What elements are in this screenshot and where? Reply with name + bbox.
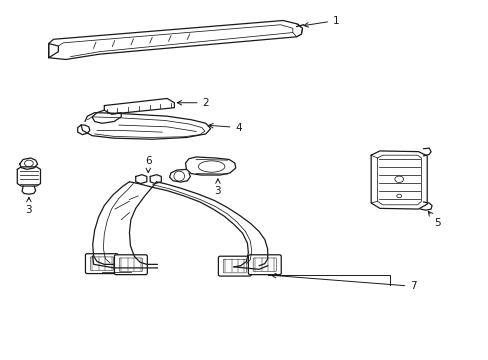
Text: 3: 3 xyxy=(214,179,221,196)
FancyBboxPatch shape xyxy=(85,254,118,274)
FancyBboxPatch shape xyxy=(248,255,281,275)
Text: 4: 4 xyxy=(208,122,242,132)
FancyBboxPatch shape xyxy=(218,256,251,276)
Text: 7: 7 xyxy=(271,273,416,291)
Text: 1: 1 xyxy=(303,15,339,27)
Text: 3: 3 xyxy=(25,197,32,215)
Text: 2: 2 xyxy=(177,98,209,108)
Text: 6: 6 xyxy=(144,156,151,172)
FancyBboxPatch shape xyxy=(114,255,147,275)
Text: 5: 5 xyxy=(427,211,440,228)
